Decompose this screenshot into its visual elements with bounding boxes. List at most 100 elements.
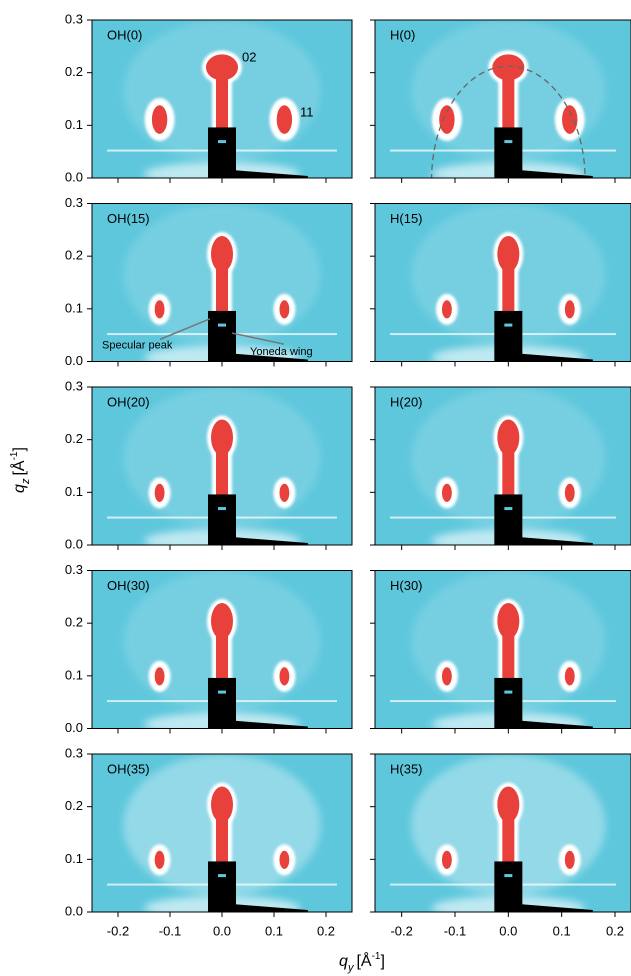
annotation: Specular peak [102,340,173,352]
y-tick-label: 0.1 [65,300,83,315]
y-tick-label: 0.2 [65,248,83,263]
spec-dot [504,507,512,510]
peak-11 [442,667,452,685]
spec-dot [504,324,512,327]
image [375,754,631,920]
beam-stop [494,127,522,181]
y-label-close: ] [11,447,28,451]
annotation: Yoneda wing [250,346,313,358]
image [375,20,631,186]
panel-label: H(20) [390,394,423,409]
panel: OH(30) 0.0 0.1 0.2 0.3 [65,562,352,737]
peak-11 [155,851,165,869]
panel: OH(20) 0.0 0.1 0.2 0.3 [65,378,352,553]
panel: H(35)-0.2-0.10.00.10.2 [370,754,631,938]
spec-dot [504,140,512,143]
peak-02 [211,420,233,456]
beam-stop [208,678,236,732]
spec-dot [218,324,226,327]
y-tick-label: 0.3 [65,195,83,210]
panel-label: OH(0) [107,27,142,42]
x-tick-label: -0.1 [159,923,181,938]
x-tick-label: 0.2 [606,923,624,938]
y-tick-label: 0.1 [65,484,83,499]
peak-11 [280,851,290,869]
image [375,204,631,370]
beam-stop [208,311,236,365]
panel-label: OH(15) [107,211,150,226]
spec-dot [218,691,226,694]
y-tick-label: 0.0 [65,353,83,368]
y-tick-label: 0.0 [65,169,83,184]
panel-label: OH(20) [107,394,150,409]
spec-dot [218,507,226,510]
panel-label: H(30) [390,578,423,593]
panel-label: OH(35) [107,761,150,776]
beam-stop [494,494,522,548]
peak-11 [442,484,452,502]
peak-11 [565,300,575,318]
annotation: 02 [242,49,256,64]
image [375,387,631,553]
peak-02 [497,236,519,272]
spec-dot [218,874,226,877]
x-tick-label: -0.2 [107,923,129,938]
y-axis-label: qz[Å-1] [9,447,32,493]
x-tick-label: 0.1 [553,923,571,938]
image [92,387,352,553]
image [375,571,631,737]
x-tick-label: -0.2 [390,923,412,938]
beam-stop [494,678,522,732]
beam-stop [494,861,522,915]
peak-02 [206,54,238,80]
y-label-unit: [Å [9,460,28,475]
peak-02 [211,236,233,272]
y-tick-label: 0.3 [65,745,83,760]
y-tick-label: 0.3 [65,11,83,26]
spec-dot [504,874,512,877]
y-tick-label: 0.2 [65,798,83,813]
peak-02 [497,420,519,456]
peak-02 [497,787,519,823]
panel: H(15) [370,204,631,370]
panel-label: H(15) [390,211,423,226]
x-label-close: ] [380,953,384,970]
y-tick-label: 0.1 [65,117,83,132]
peak-02 [211,603,233,639]
panel: H(30) [370,571,631,737]
y-label-sub: z [20,478,32,485]
panel: OH(15) 0.0 0.1 0.2 0.3 Specular peak Yoneda wi… [65,195,352,370]
peak-11 [152,105,167,134]
peak-11 [442,300,452,318]
x-label-symbol: q [339,953,348,970]
beam-stop [208,861,236,915]
beam-stop [208,494,236,548]
peak-11 [155,667,165,685]
beam-stop [494,311,522,365]
peak-02 [497,603,519,639]
y-tick-label: 0.0 [65,720,83,735]
y-tick-label: 0.2 [65,64,83,79]
y-tick-label: 0.1 [65,851,83,866]
y-tick-label: 0.3 [65,562,83,577]
image [92,754,352,920]
y-tick-label: 0.0 [65,903,83,918]
y-tick-label: 0.2 [65,431,83,446]
panel: H(0) [370,20,631,186]
y-tick-label: 0.2 [65,615,83,630]
y-tick-label: 0.3 [65,378,83,393]
image [92,571,352,737]
y-tick-label: 0.0 [65,536,83,551]
spec-dot [504,691,512,694]
annotation: 11 [300,105,314,120]
peak-11 [565,667,575,685]
panel-label: H(0) [390,27,415,42]
peak-11 [565,851,575,869]
panel-label: H(35) [390,761,423,776]
peak-11 [280,667,290,685]
image [92,20,352,186]
panel-label: OH(30) [107,578,150,593]
y-tick-label: 0.1 [65,667,83,682]
spec-dot [218,140,226,143]
panel: H(20) [370,387,631,553]
